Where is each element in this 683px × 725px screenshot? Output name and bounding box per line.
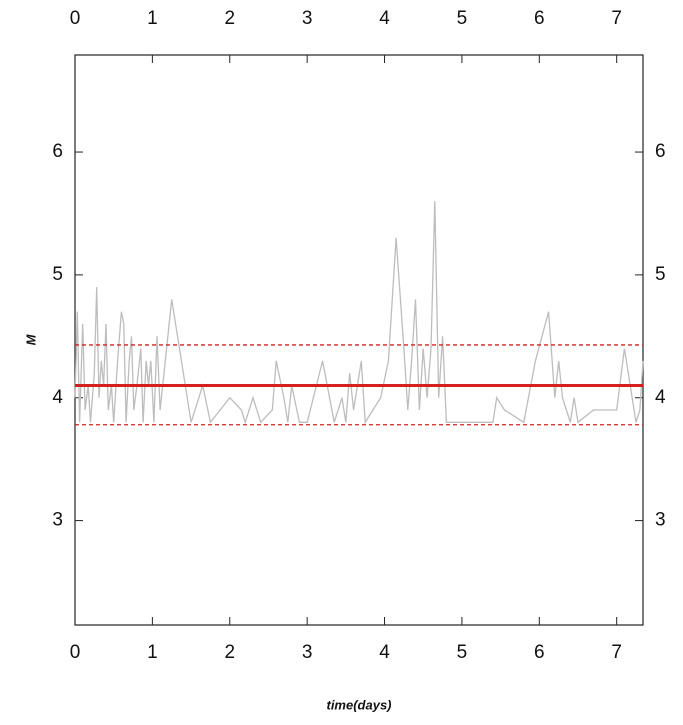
x-tick-label-top: 0	[70, 8, 81, 29]
plot-frame	[74, 54, 644, 626]
y-tick-label: 6	[52, 141, 63, 162]
x-tick-label-top: 5	[457, 8, 468, 29]
x-tick-label-top: 2	[224, 8, 235, 29]
x-tick-label: 1	[147, 642, 158, 663]
x-tick-label: 0	[70, 642, 81, 663]
x-tick-label-top: 6	[534, 8, 545, 29]
x-tick-label: 4	[379, 642, 390, 663]
y-tick-label-right: 5	[655, 264, 666, 285]
x-tick-label: 2	[224, 642, 235, 663]
x-tick-label-top: 7	[611, 8, 622, 29]
y-tick-label-right: 6	[655, 141, 666, 162]
x-axis-label: time(days)	[326, 697, 391, 712]
x-tick-label-top: 3	[302, 8, 313, 29]
x-tick-label: 3	[302, 642, 313, 663]
y-tick-label: 3	[52, 510, 63, 531]
data-line	[74, 201, 644, 425]
x-tick-label: 6	[534, 642, 545, 663]
y-tick-label: 4	[52, 387, 63, 408]
y-axis-label: M	[23, 333, 38, 345]
x-tick-label-top: 1	[147, 8, 158, 29]
y-tick-label-right: 4	[655, 387, 666, 408]
y-tick-label: 5	[52, 264, 63, 285]
x-tick-label: 5	[457, 642, 468, 663]
y-tick-label-right: 3	[655, 510, 666, 531]
x-tick-label-top: 4	[379, 8, 390, 29]
x-tick-label: 7	[611, 642, 622, 663]
